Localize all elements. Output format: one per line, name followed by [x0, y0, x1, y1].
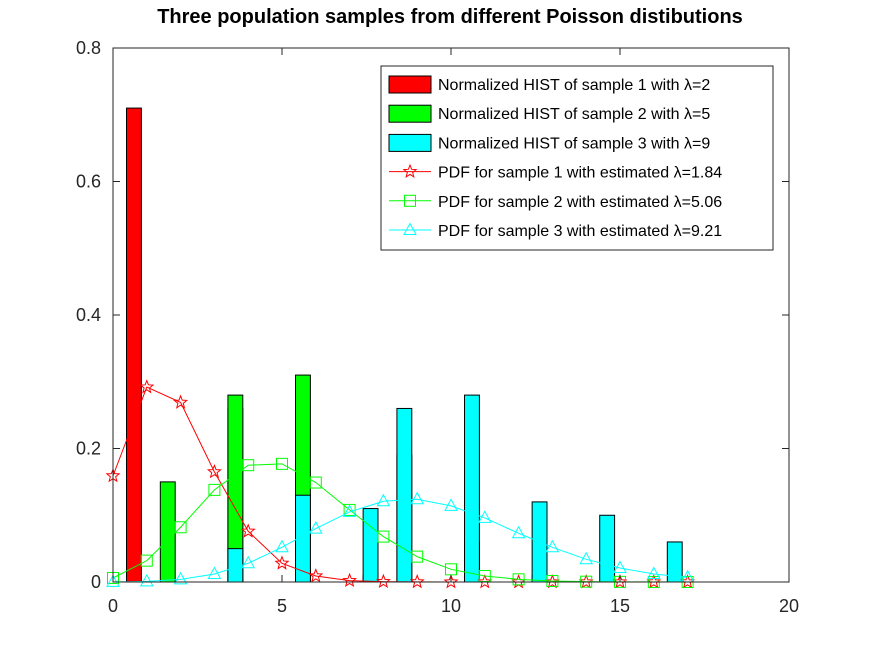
- y-tick-label: 0.2: [76, 439, 101, 459]
- pdf-marker-1: [173, 394, 189, 409]
- axis-ticks: 0 5 10 15 20 0 0.2 0.4 0.6 0.8: [76, 38, 799, 616]
- pdf-marker-2: [174, 521, 187, 534]
- pdf-marker-1: [646, 574, 662, 589]
- bars-layer: [126, 107, 683, 583]
- pdf-marker-3: [444, 498, 458, 511]
- pdf-marker-2: [276, 457, 288, 470]
- bar-series-3: [396, 407, 413, 583]
- pdf-marker-1: [375, 573, 391, 589]
- pdf-marker-2: [411, 550, 424, 563]
- pdf-marker-3: [376, 493, 391, 507]
- pdf-marker-3: [106, 574, 120, 587]
- legend: Normalized HIST of sample 1 with λ=2 Norm…: [380, 65, 774, 251]
- pdf-marker-2: [512, 573, 525, 586]
- pdf-marker-1: [308, 568, 324, 583]
- pdf-marker-3: [207, 566, 222, 579]
- pdf-marker-2: [478, 569, 491, 582]
- pdf-marker-1: [612, 574, 628, 589]
- bar-series-3: [362, 508, 379, 583]
- x-tick-label: 0: [108, 596, 118, 616]
- y-tick-label: 0.8: [76, 38, 101, 58]
- pdf-marker-2: [377, 530, 390, 543]
- pdf-marker-3: [139, 573, 154, 587]
- pdf-marker-3: [275, 539, 289, 553]
- pdf-marker-3: [579, 551, 594, 565]
- pdf-marker-2: [445, 563, 457, 576]
- pdf-marker-1: [342, 572, 358, 588]
- pdf-marker-2: [546, 574, 559, 587]
- pdf-marker-1: [409, 574, 425, 589]
- x-tick-label: 5: [277, 596, 287, 616]
- pdf-marker-1: [139, 379, 155, 394]
- pdf-marker-1: [477, 574, 493, 589]
- pdf-marker-2: [140, 554, 153, 567]
- bar-series-1: [126, 107, 142, 583]
- y-tick-label: 0: [91, 572, 101, 592]
- pdf-marker-3: [511, 525, 526, 539]
- pdf-marker-3: [342, 504, 357, 517]
- x-tick-label: 15: [610, 596, 630, 616]
- pdf-marker-3: [613, 560, 627, 573]
- legend-label: PDF for sample 1 with estimated λ=1.84: [438, 165, 722, 182]
- legend-marker: [404, 194, 416, 207]
- pdf-marker-3: [173, 571, 188, 585]
- y-tick-label: 0.6: [76, 172, 101, 192]
- pdf-marker-3: [477, 510, 492, 523]
- bar-series-3: [599, 514, 616, 583]
- pdf-marker-1: [240, 523, 256, 538]
- legend-label: PDF for sample 3 with estimated λ=9.21: [438, 223, 722, 240]
- legend-swatch: [388, 104, 432, 123]
- pdf-marker-2: [242, 459, 255, 472]
- pdf-marker-2: [309, 476, 322, 489]
- legend-label: Normalized HIST of sample 1 with λ=2: [438, 77, 710, 94]
- pdf-marker-2: [208, 483, 221, 496]
- legend-label: Normalized HIST of sample 3 with λ=9: [438, 135, 710, 152]
- x-tick-label: 10: [441, 596, 461, 616]
- legend-swatch: [388, 75, 432, 94]
- pdf-marker-1: [206, 463, 222, 479]
- legend-label: PDF for sample 2 with estimated λ=5.06: [438, 194, 722, 211]
- chart-title: Three population samples from different …: [157, 6, 743, 28]
- pdf-marker-3: [241, 555, 256, 569]
- bar-series-3: [464, 394, 480, 583]
- pdf-line-3: [112, 498, 688, 583]
- pdf-marker-3: [646, 566, 661, 579]
- bar-series-2: [159, 481, 176, 583]
- pdf-marker-3: [545, 539, 560, 553]
- pdf-marker-3: [308, 521, 323, 534]
- legend-box: [380, 65, 774, 251]
- pdf-marker-3: [410, 491, 425, 505]
- pdf-marker-1: [578, 574, 594, 589]
- pdf-marker-1: [544, 574, 560, 589]
- legend-label: Normalized HIST of sample 2 with λ=5: [438, 106, 710, 123]
- legend-marker: [402, 163, 418, 178]
- pdf-marker-1: [274, 555, 290, 570]
- pdf-marker-1: [443, 574, 459, 589]
- x-tick-label: 20: [779, 596, 799, 616]
- legend-marker: [403, 222, 417, 235]
- legend-swatch: [388, 133, 432, 152]
- y-tick-label: 0.4: [76, 305, 101, 325]
